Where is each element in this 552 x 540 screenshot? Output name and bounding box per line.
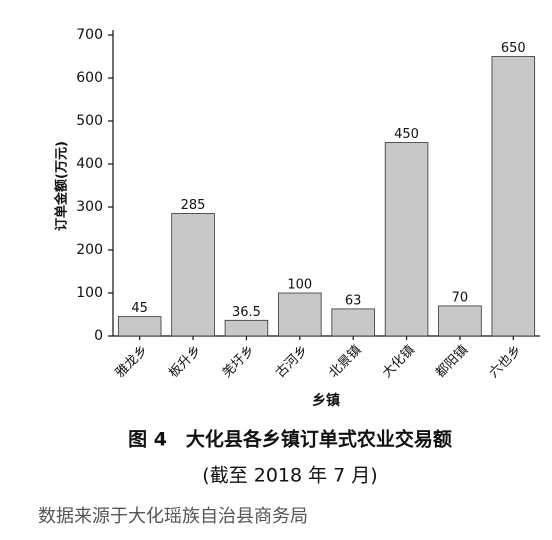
y-axis-label: 订单金额(万元)	[54, 141, 70, 231]
data-label: 100	[287, 278, 312, 293]
y-tick-label: 600	[76, 70, 103, 86]
data-label: 36.5	[232, 305, 261, 320]
chart-title: 图 4 大化县各乡镇订单式农业交易额	[128, 428, 452, 451]
x-axis-label: 乡镇	[312, 392, 340, 409]
bar	[438, 305, 482, 337]
data-label: 285	[181, 198, 206, 213]
y-tick-label: 0	[94, 328, 103, 344]
bar	[331, 308, 375, 337]
data-label: 650	[501, 41, 526, 56]
x-tick-label: 六也乡	[486, 343, 524, 381]
data-label: 450	[394, 127, 419, 142]
x-tick-label: 板升乡	[166, 343, 204, 381]
bar	[171, 213, 215, 337]
y-tick-label: 100	[76, 285, 103, 301]
bar	[278, 292, 322, 337]
bar	[224, 319, 269, 337]
bar	[117, 316, 162, 337]
y-tick-label: 200	[76, 242, 103, 258]
x-tick-label: 都阳镇	[433, 343, 471, 381]
y-tick-label: 400	[76, 156, 103, 172]
y-tick-label: 700	[76, 27, 103, 43]
bar	[384, 142, 429, 337]
source-note: 数据来源于大化瑶族自治县商务局	[38, 506, 308, 527]
data-label: 70	[452, 290, 469, 305]
x-tick-label: 古河乡	[273, 343, 311, 381]
x-tick-label: 北景镇	[326, 343, 364, 381]
x-tick-label: 雅龙乡	[113, 343, 151, 381]
chart-subtitle: (截至 2018 年 7 月)	[202, 465, 377, 487]
x-tick-label: 羌圩乡	[220, 343, 258, 381]
x-tick-label: 大化镇	[380, 343, 418, 381]
data-label: 63	[345, 293, 362, 308]
y-tick-label: 500	[76, 113, 103, 129]
data-label: 45	[131, 301, 148, 316]
y-tick-label: 300	[76, 199, 103, 215]
bar	[491, 56, 536, 337]
